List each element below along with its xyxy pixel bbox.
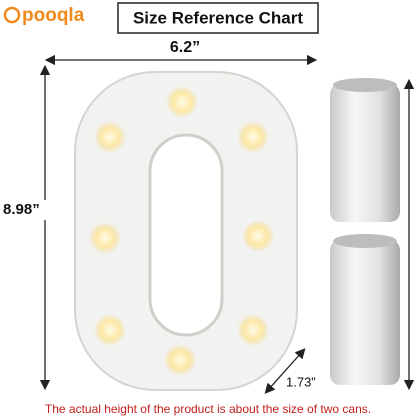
caption: The actual height of the product is abou…: [45, 402, 371, 416]
depth-label: 1.73”: [286, 374, 316, 389]
leds: [89, 86, 274, 376]
label-bg: [0, 200, 50, 220]
title: Size Reference Chart: [133, 8, 303, 27]
depth-arrow: [264, 348, 306, 394]
can-bottom: [330, 234, 400, 385]
letter-o-hole: [148, 133, 224, 337]
can-top: [330, 78, 400, 222]
title-box: [117, 2, 319, 34]
logo-icon: [3, 6, 21, 24]
width-label: 6.2”: [170, 39, 200, 56]
brand: pooqla: [22, 5, 85, 26]
height-label: 8.98”: [3, 201, 40, 218]
